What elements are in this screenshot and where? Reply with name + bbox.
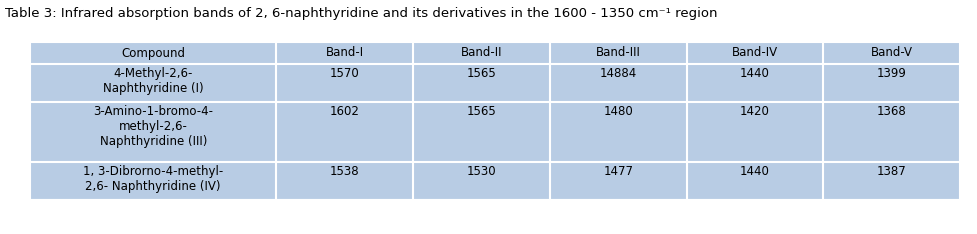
Text: 1538: 1538: [329, 165, 360, 178]
Text: 3-Amino-1-bromo-4-
methyl-2,6-
Naphthyridine (III): 3-Amino-1-bromo-4- methyl-2,6- Naphthyri…: [93, 105, 213, 148]
Text: 1387: 1387: [875, 165, 906, 178]
Text: 4-Methyl-2,6-
Naphthyridine (I): 4-Methyl-2,6- Naphthyridine (I): [103, 67, 203, 95]
Text: Band-V: Band-V: [870, 47, 912, 59]
Text: 1570: 1570: [329, 67, 360, 80]
Text: 1368: 1368: [875, 105, 906, 118]
Text: 1480: 1480: [603, 105, 632, 118]
Text: 1602: 1602: [329, 105, 360, 118]
Text: Band-I: Band-I: [325, 47, 363, 59]
Text: 1565: 1565: [466, 105, 496, 118]
Bar: [30, 42, 959, 200]
Text: 1399: 1399: [875, 67, 906, 80]
Text: Band-IV: Band-IV: [731, 47, 777, 59]
Text: 14884: 14884: [599, 67, 636, 80]
Text: 1440: 1440: [740, 165, 769, 178]
Text: 1420: 1420: [740, 105, 769, 118]
Text: 1530: 1530: [466, 165, 495, 178]
Text: 1, 3-Dibrorno-4-methyl-
2,6- Naphthyridine (IV): 1, 3-Dibrorno-4-methyl- 2,6- Naphthyridi…: [83, 165, 223, 193]
Text: Band-II: Band-II: [460, 47, 502, 59]
Text: 1565: 1565: [466, 67, 496, 80]
Text: Band-III: Band-III: [595, 47, 640, 59]
Text: Compound: Compound: [121, 47, 185, 59]
Text: 1440: 1440: [740, 67, 769, 80]
Text: Table 3: Infrared absorption bands of 2, 6-naphthyridine and its derivatives in : Table 3: Infrared absorption bands of 2,…: [5, 7, 717, 21]
Text: 1477: 1477: [603, 165, 632, 178]
